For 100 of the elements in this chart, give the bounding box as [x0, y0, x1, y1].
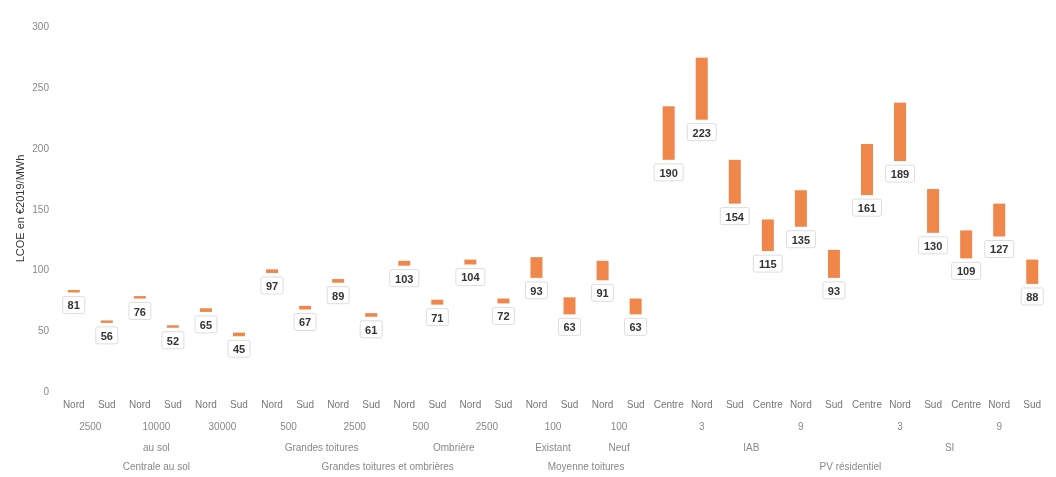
bar: [266, 269, 279, 273]
y-tick-label: 150: [32, 203, 50, 215]
x-tick-label: Nord: [62, 399, 85, 410]
annotation: 109: [956, 265, 976, 278]
bar: [728, 159, 741, 204]
x-tick-label: Sud: [164, 399, 182, 410]
bar: [927, 189, 940, 233]
x-tick-label: Nord: [195, 399, 217, 410]
bar: [827, 249, 840, 278]
bar: [166, 325, 179, 328]
bar: [662, 106, 675, 160]
x-tick-label: Nord: [790, 399, 812, 410]
x-tick-label: Nord: [591, 399, 614, 410]
bar: [993, 203, 1006, 237]
annotation: 61: [365, 323, 378, 336]
text: 2500: [475, 421, 499, 432]
text: 9: [996, 421, 1003, 432]
annotation: 76: [133, 305, 146, 318]
annotation: 190: [659, 166, 678, 179]
annotation: 81: [67, 299, 80, 312]
x-tick-label: Centre: [951, 399, 982, 410]
x-tick-label: Nord: [327, 399, 349, 410]
text: 500: [412, 421, 430, 432]
bar: [960, 230, 973, 259]
text: 100: [544, 421, 562, 432]
y-tick-label: 300: [32, 21, 50, 32]
x-tick-label: Nord: [690, 399, 713, 410]
text: Moyenne toitures: [547, 461, 625, 472]
annotation: 127: [990, 243, 1009, 256]
annotation: 91: [596, 287, 609, 300]
annotation: 93: [530, 284, 543, 297]
bar: [199, 308, 212, 312]
text: 3: [897, 421, 904, 432]
annotation: 130: [923, 239, 943, 252]
text: 10000: [142, 421, 171, 432]
y-tick-label: 0: [43, 386, 50, 397]
annotation: 135: [791, 233, 811, 246]
bar: [133, 296, 146, 299]
x-tick-label: Nord: [889, 399, 911, 410]
x-tick-label: Nord: [459, 399, 482, 410]
text: 500: [280, 421, 298, 432]
x-tick-label: Sud: [725, 399, 744, 410]
bar: [1026, 259, 1039, 284]
annotation: 63: [629, 321, 642, 334]
text: au sol: [143, 442, 170, 453]
text: Grandes toitures et ombrières: [321, 461, 454, 472]
x-tick-label: Sud: [825, 399, 843, 410]
text: 2500: [79, 421, 102, 432]
annotation: 65: [199, 318, 213, 331]
y-tick-label: 50: [37, 325, 50, 337]
x-tick-label: Nord: [261, 399, 283, 410]
text: IAB: [743, 442, 760, 453]
annotation: 72: [497, 310, 510, 323]
annotation: 104: [461, 271, 481, 284]
x-tick-label: Centre: [851, 399, 883, 410]
annotation: 45: [232, 343, 246, 356]
annotation: 52: [166, 334, 180, 347]
text: PV résidentiel: [819, 461, 882, 472]
annotation: 154: [725, 210, 745, 223]
bar: [431, 299, 444, 305]
x-tick-label: Centre: [752, 399, 784, 410]
x-tick-label: Centre: [653, 399, 685, 410]
x-tick-label: Sud: [1023, 399, 1042, 410]
x-tick-label: Sud: [494, 399, 513, 410]
annotation: 88: [1026, 290, 1039, 303]
annotation: 93: [827, 284, 841, 297]
x-tick-label: Sud: [924, 399, 942, 410]
text: Centrale au sol: [122, 461, 191, 472]
annotation: 189: [890, 168, 910, 181]
annotation: 71: [431, 311, 444, 324]
text: 100: [610, 421, 628, 432]
annotation: 161: [857, 202, 877, 215]
annotation: 103: [395, 272, 414, 285]
text: Existant: [535, 442, 571, 453]
bar: [563, 297, 576, 315]
text: Grandes toitures: [284, 442, 359, 453]
text: Ombrière: [433, 442, 476, 453]
text: SI: [944, 442, 955, 453]
annotation: 115: [758, 258, 777, 271]
x-tick-label: Sud: [97, 399, 116, 410]
bar: [365, 313, 378, 317]
bar: [530, 257, 543, 278]
text: 30000: [208, 421, 237, 432]
x-tick-label: Sud: [362, 399, 381, 410]
x-tick-label: Nord: [988, 399, 1011, 410]
x-tick-label: Nord: [393, 399, 416, 410]
x-tick-label: Sud: [626, 399, 645, 410]
text: 3: [698, 421, 705, 432]
x-tick-label: Sud: [560, 399, 579, 410]
y-axis-title: LCOE en €2019/MWh: [14, 154, 26, 263]
x-tick-label: Nord: [525, 399, 548, 410]
annotation: 97: [265, 279, 279, 292]
x-tick-label: Nord: [129, 399, 151, 410]
annotation: 67: [298, 316, 312, 329]
annotation: 89: [332, 289, 345, 302]
y-tick-label: 200: [32, 142, 50, 154]
annotation: 56: [100, 329, 113, 342]
y-tick-label: 250: [32, 81, 50, 93]
annotation: 63: [563, 321, 576, 334]
bar: [398, 260, 411, 266]
